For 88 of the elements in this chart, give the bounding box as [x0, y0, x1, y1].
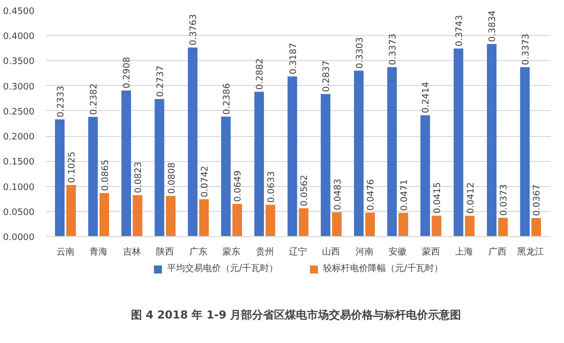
text: 图 4 2018 年 1-9 月部分省区煤电市场交易价格与标杆电价示意图 — [130, 308, 462, 322]
data-label: 0.0562 — [300, 174, 310, 206]
y-tick-label: 0.3000 — [3, 82, 35, 92]
y-tick-label: 0.4500 — [3, 7, 35, 17]
bar — [432, 216, 442, 236]
bar — [132, 195, 142, 236]
x-tick-label: 云南 — [56, 246, 74, 258]
data-label: 0.2382 — [90, 83, 100, 115]
bar — [100, 193, 110, 236]
x-tick-label: 黑龙江 — [517, 246, 544, 258]
x-tick-label: 广东 — [189, 246, 208, 258]
x-tick-label: 青海 — [90, 246, 108, 258]
x-tick-label: 广西 — [488, 246, 506, 258]
bar — [66, 185, 76, 236]
bar — [254, 92, 264, 236]
bar — [199, 199, 209, 236]
bar — [166, 196, 176, 236]
y-tick-label: 0.1000 — [3, 182, 35, 193]
bar — [221, 116, 231, 236]
bar — [464, 216, 475, 236]
bar — [332, 212, 342, 236]
bar — [188, 48, 198, 236]
y-tick-label: 0.3500 — [3, 57, 35, 68]
bar — [420, 115, 430, 236]
data-label: 0.0865 — [100, 160, 111, 192]
y-tick-label: 0.2500 — [3, 107, 35, 118]
data-label: 0.3834 — [488, 10, 498, 42]
x-tick-label: 陕西 — [156, 246, 174, 258]
bar — [531, 218, 542, 236]
x-tick-label: 河南 — [355, 246, 374, 258]
data-label: 0.0633 — [266, 171, 277, 203]
bar — [387, 67, 397, 236]
data-label: 0.0808 — [167, 162, 178, 194]
data-label: 0.2414 — [422, 81, 432, 114]
bar — [288, 76, 298, 236]
bar — [354, 70, 364, 236]
y-tick-label: 0.4000 — [3, 32, 35, 42]
legend-label: 平均交易电价（元/千瓦时） — [166, 262, 278, 275]
data-label: 0.3763 — [189, 14, 200, 46]
data-label: 0.2882 — [256, 58, 266, 90]
bar — [232, 204, 242, 236]
bar — [54, 119, 65, 236]
bar — [398, 212, 408, 236]
data-label: 0.0471 — [400, 179, 410, 211]
data-label: 0.0412 — [466, 182, 476, 214]
x-tick-label: 安徽 — [388, 246, 407, 258]
x-tick-label: 辽宁 — [289, 246, 307, 258]
x-tick-label: 山西 — [322, 246, 340, 258]
bar — [298, 208, 308, 236]
x-tick-label: 贵州 — [256, 246, 274, 258]
data-label: 0.0742 — [200, 166, 210, 198]
data-label: 0.0367 — [532, 184, 543, 216]
bar — [520, 67, 530, 236]
x-tick-label: 蒙东 — [222, 246, 241, 258]
data-label: 0.3303 — [355, 37, 366, 69]
data-label: 0.2737 — [156, 66, 166, 98]
bar — [454, 48, 464, 236]
y-tick-label: 0.0500 — [3, 208, 35, 218]
bar — [498, 218, 508, 236]
data-label: 0.2386 — [222, 82, 232, 115]
data-label: 0.0483 — [333, 178, 344, 210]
y-tick-label: 0.1500 — [3, 158, 35, 168]
data-label: 0.3373 — [521, 34, 532, 66]
data-label: 0.0476 — [366, 178, 377, 211]
data-label: 0.2837 — [322, 60, 332, 92]
data-label: 0.0823 — [134, 162, 144, 194]
bar — [266, 204, 276, 236]
data-label: 0.3373 — [388, 34, 399, 66]
y-tick-label: 0.2000 — [3, 132, 35, 143]
data-label: 0.0415 — [433, 182, 444, 214]
data-label: 0.3743 — [454, 15, 465, 47]
data-label: 0.0649 — [234, 170, 244, 202]
bar — [88, 116, 98, 236]
data-label: 0.0373 — [499, 184, 510, 216]
data-label: 0.3187 — [288, 42, 299, 74]
bar — [365, 212, 375, 236]
x-tick-label: 上海 — [455, 246, 474, 258]
x-tick-label: 吉林 — [122, 246, 141, 258]
legend-label: 较标杆电价降幅（元/千瓦时） — [323, 262, 444, 275]
bar — [486, 44, 496, 236]
bar — [154, 99, 164, 236]
data-label: 0.2908 — [122, 56, 133, 88]
data-label: 0.1025 — [68, 152, 78, 184]
data-label: 0.2333 — [56, 86, 66, 118]
bar — [121, 90, 132, 236]
y-tick-label: 0.0000 — [3, 233, 35, 243]
x-tick-label: 蒙西 — [422, 246, 440, 258]
bar — [320, 94, 330, 236]
